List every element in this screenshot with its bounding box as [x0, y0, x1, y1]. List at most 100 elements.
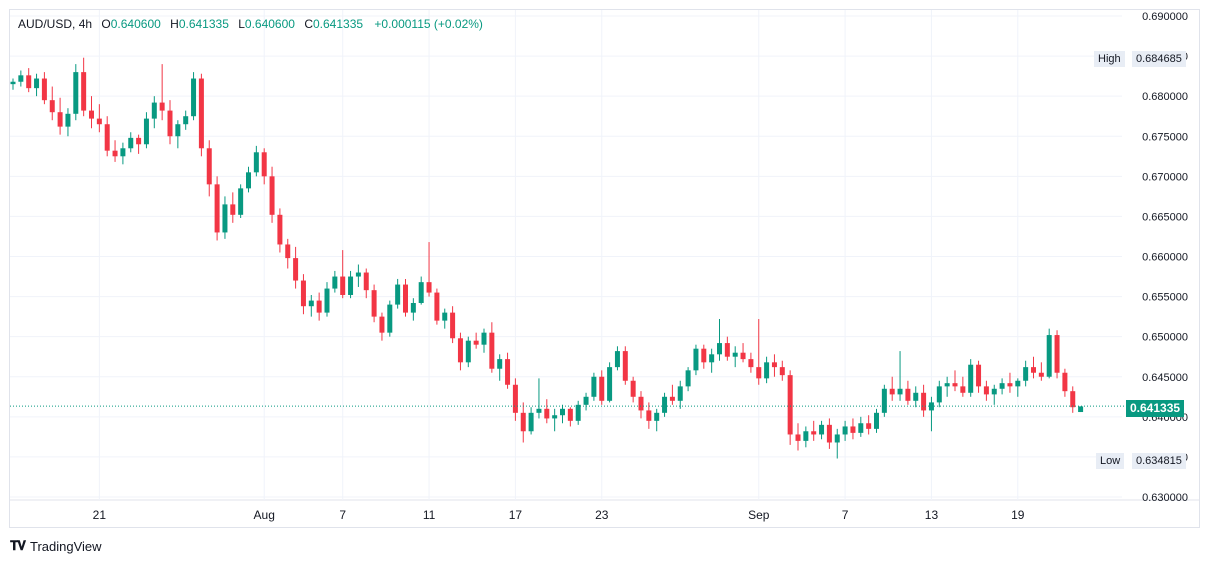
candle-body — [881, 388, 887, 413]
candle-body — [630, 380, 636, 397]
candle-body — [253, 152, 259, 173]
candle — [18, 70, 24, 87]
candle-body — [363, 272, 369, 291]
candle-body — [246, 172, 251, 189]
candle — [944, 376, 950, 397]
candle-body — [560, 408, 565, 416]
candle-body — [10, 81, 16, 85]
candle-body — [567, 408, 573, 421]
candle-body — [693, 348, 699, 371]
candle — [230, 192, 236, 223]
tradingview-logo[interactable]: 𝐓𝐕 TradingView — [10, 538, 102, 554]
candle — [65, 108, 71, 137]
candle — [638, 391, 644, 419]
candle-body — [709, 354, 715, 363]
candle-body — [481, 332, 487, 345]
candle-body — [269, 176, 275, 215]
candle-body — [897, 388, 903, 395]
x-tick-label: 21 — [93, 508, 107, 522]
candle-body — [277, 214, 283, 245]
candle — [10, 78, 16, 90]
candle-body — [889, 388, 895, 395]
candle — [1031, 356, 1036, 379]
candle — [583, 392, 589, 411]
y-tick-label: 0.660000 — [1142, 252, 1188, 264]
y-tick-label: 0.680000 — [1142, 91, 1188, 103]
candle — [512, 378, 518, 421]
candle — [662, 392, 668, 417]
close-key: C — [304, 17, 313, 31]
candle-body — [426, 282, 432, 293]
candle — [520, 402, 526, 443]
candle — [622, 346, 628, 385]
candle — [371, 284, 377, 323]
candle — [693, 344, 699, 376]
candle-body — [340, 276, 346, 295]
candle-body — [921, 392, 927, 411]
high-key: H — [170, 17, 179, 31]
candle-body — [73, 72, 79, 114]
candle — [497, 354, 503, 381]
candle-body — [858, 423, 864, 433]
candle-body — [175, 124, 181, 137]
candle — [355, 264, 361, 287]
chart-frame[interactable] — [9, 9, 1200, 528]
candle-body — [512, 384, 518, 413]
candle — [874, 408, 879, 433]
candle-body — [677, 386, 683, 401]
candle-body — [143, 118, 149, 145]
candle-body — [434, 292, 440, 321]
candle-body — [1023, 367, 1029, 381]
candle — [826, 418, 832, 449]
candle — [740, 343, 746, 363]
y-tick-label: 0.655000 — [1142, 292, 1188, 304]
candle-body — [983, 386, 989, 395]
y-tick-label: 0.690000 — [1142, 11, 1188, 23]
candle-body — [819, 424, 825, 435]
candle-body — [913, 392, 919, 401]
candle-body — [465, 340, 471, 363]
candle — [591, 372, 597, 401]
candle — [426, 242, 432, 297]
candle — [905, 380, 911, 405]
y-tick-label: 0.645000 — [1142, 372, 1188, 384]
candle-body — [685, 370, 691, 387]
candle-body — [1031, 367, 1036, 373]
candle — [418, 276, 424, 305]
candle-body — [991, 388, 997, 395]
candle-body — [599, 376, 605, 401]
candle — [473, 332, 479, 349]
candle — [881, 384, 887, 417]
candle — [316, 292, 322, 321]
candle — [340, 250, 346, 299]
tradingview-brand: TradingView — [30, 538, 102, 554]
candle-body — [89, 110, 94, 119]
candle-body — [803, 431, 809, 441]
candle-body — [811, 431, 817, 435]
candle — [1070, 386, 1076, 413]
candle — [120, 142, 126, 165]
candle-body — [442, 312, 448, 321]
candle-body — [238, 188, 244, 215]
candle-body — [112, 150, 118, 157]
candle — [968, 359, 974, 397]
candle — [450, 306, 456, 344]
open-value: 0.640600 — [110, 17, 161, 31]
candle — [198, 73, 204, 157]
candle — [26, 68, 32, 93]
low-marker-value: 0.634815 — [1132, 453, 1186, 469]
symbol-label: AUD/USD — [18, 17, 73, 31]
grid-lines — [10, 10, 1200, 501]
candle-body — [96, 118, 102, 125]
candle — [1038, 362, 1044, 381]
candle-body — [952, 383, 958, 387]
candle — [536, 378, 542, 419]
candle-body — [136, 137, 142, 145]
candle — [128, 132, 134, 153]
candle — [607, 362, 613, 403]
candle — [552, 408, 558, 432]
candle-body — [81, 72, 87, 111]
candle — [89, 96, 94, 129]
candle-body — [450, 312, 456, 339]
